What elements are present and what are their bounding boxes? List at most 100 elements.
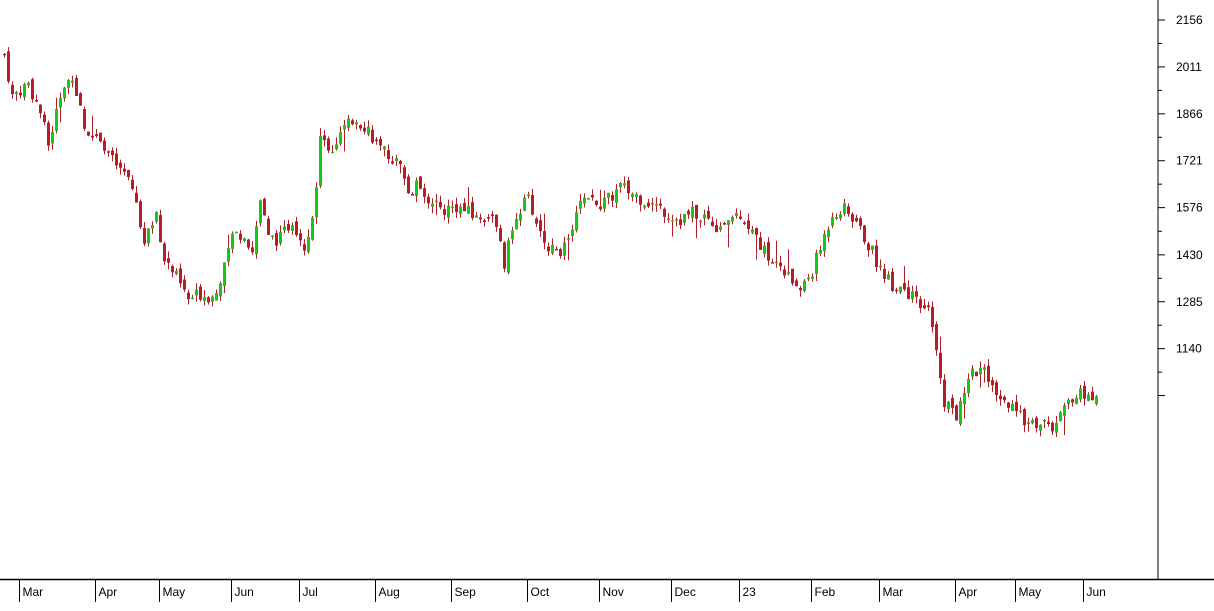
candle-up (563, 242, 566, 256)
candle-down (659, 203, 662, 206)
candle-up (319, 136, 322, 186)
candle-up (219, 283, 222, 297)
x-tick-label: May (163, 585, 186, 599)
candle-down (135, 192, 138, 203)
candle-up (643, 205, 646, 208)
candle-up (235, 231, 238, 234)
candle-up (1075, 397, 1078, 404)
candle-down (547, 246, 550, 252)
candle-down (883, 268, 886, 279)
candle-down (715, 225, 718, 233)
candle-up (147, 228, 150, 244)
candle-down (531, 195, 534, 215)
x-tick-label: May (1019, 585, 1042, 599)
candle-up (467, 205, 470, 214)
candle-up (175, 270, 178, 275)
candle-down (591, 194, 594, 198)
candle-down (443, 208, 446, 215)
candle-up (579, 200, 582, 209)
candle-up (1011, 403, 1014, 412)
candle-up (23, 84, 26, 98)
candle-up (763, 245, 766, 254)
candle-up (211, 296, 214, 302)
candle-down (639, 195, 642, 205)
candle-up (879, 265, 882, 268)
candle-up (871, 245, 874, 250)
candle-up (691, 206, 694, 218)
candle-up (507, 240, 510, 273)
candle-up (887, 274, 890, 280)
candle-up (331, 151, 334, 154)
candle-down (391, 161, 394, 164)
candle-up (415, 180, 418, 196)
candle-down (951, 397, 954, 408)
candle-down (123, 168, 126, 172)
candle-down (1007, 402, 1010, 408)
candle-down (239, 233, 242, 240)
candle-up (827, 229, 830, 238)
candle-up (571, 229, 574, 237)
candle-up (435, 200, 438, 203)
candle-down (75, 77, 78, 96)
candle-down (723, 223, 726, 225)
candle-up (459, 206, 462, 215)
candle-up (735, 212, 738, 216)
candle-down (275, 233, 278, 246)
candle-up (1059, 412, 1062, 422)
candle-up (291, 225, 294, 231)
candle-down (167, 258, 170, 263)
candle-down (103, 140, 106, 151)
candle-down (663, 208, 666, 217)
candles-layer (3, 47, 1098, 437)
candle-up (1063, 405, 1066, 417)
candle-up (383, 146, 386, 150)
candle-down (7, 51, 10, 82)
candle-down (847, 206, 850, 214)
candle-down (455, 204, 458, 213)
candle-up (631, 193, 634, 198)
candle-up (231, 233, 234, 250)
y-tick-label: 1576 (1176, 201, 1203, 215)
y-tick-label: 2011 (1176, 60, 1202, 74)
candle-down (11, 84, 14, 95)
candle-down (707, 210, 710, 219)
candle-up (651, 202, 654, 205)
candle-down (115, 153, 118, 166)
candle-up (151, 225, 154, 229)
candle-down (975, 371, 978, 377)
candle-down (19, 92, 22, 96)
candle-down (679, 219, 682, 226)
candle-down (1035, 417, 1038, 429)
candle-up (27, 82, 30, 86)
candle-up (55, 108, 58, 131)
candle-down (799, 287, 802, 291)
candle-down (711, 221, 714, 227)
candle-down (407, 176, 410, 194)
candle-down (919, 299, 922, 309)
x-axis-ticks: Mar Apr May Jun Jul Aug Sep Oct Nov Dec 23 Feb Mar Ap… (19, 580, 1106, 602)
candle-up (59, 97, 62, 108)
candle-up (671, 220, 674, 222)
candle-up (819, 250, 822, 254)
candle-down (543, 231, 546, 243)
candle-down (891, 271, 894, 291)
candle-down (923, 305, 926, 309)
x-tick-label: Feb (815, 585, 836, 599)
candle-up (271, 235, 274, 237)
candle-down (419, 176, 422, 189)
candle-down (39, 104, 42, 114)
candle-down (1051, 422, 1054, 432)
candle-up (191, 297, 194, 300)
candle-up (335, 144, 338, 150)
candle-up (519, 213, 522, 221)
candle-down (43, 114, 46, 123)
candle-up (807, 277, 810, 280)
candle-up (971, 368, 974, 377)
candle-down (427, 196, 430, 204)
candle-down (295, 221, 298, 236)
candle-up (1019, 410, 1022, 413)
candle-down (987, 365, 990, 382)
candle-up (355, 122, 358, 125)
candle-down (163, 243, 166, 262)
candle-up (683, 213, 686, 223)
